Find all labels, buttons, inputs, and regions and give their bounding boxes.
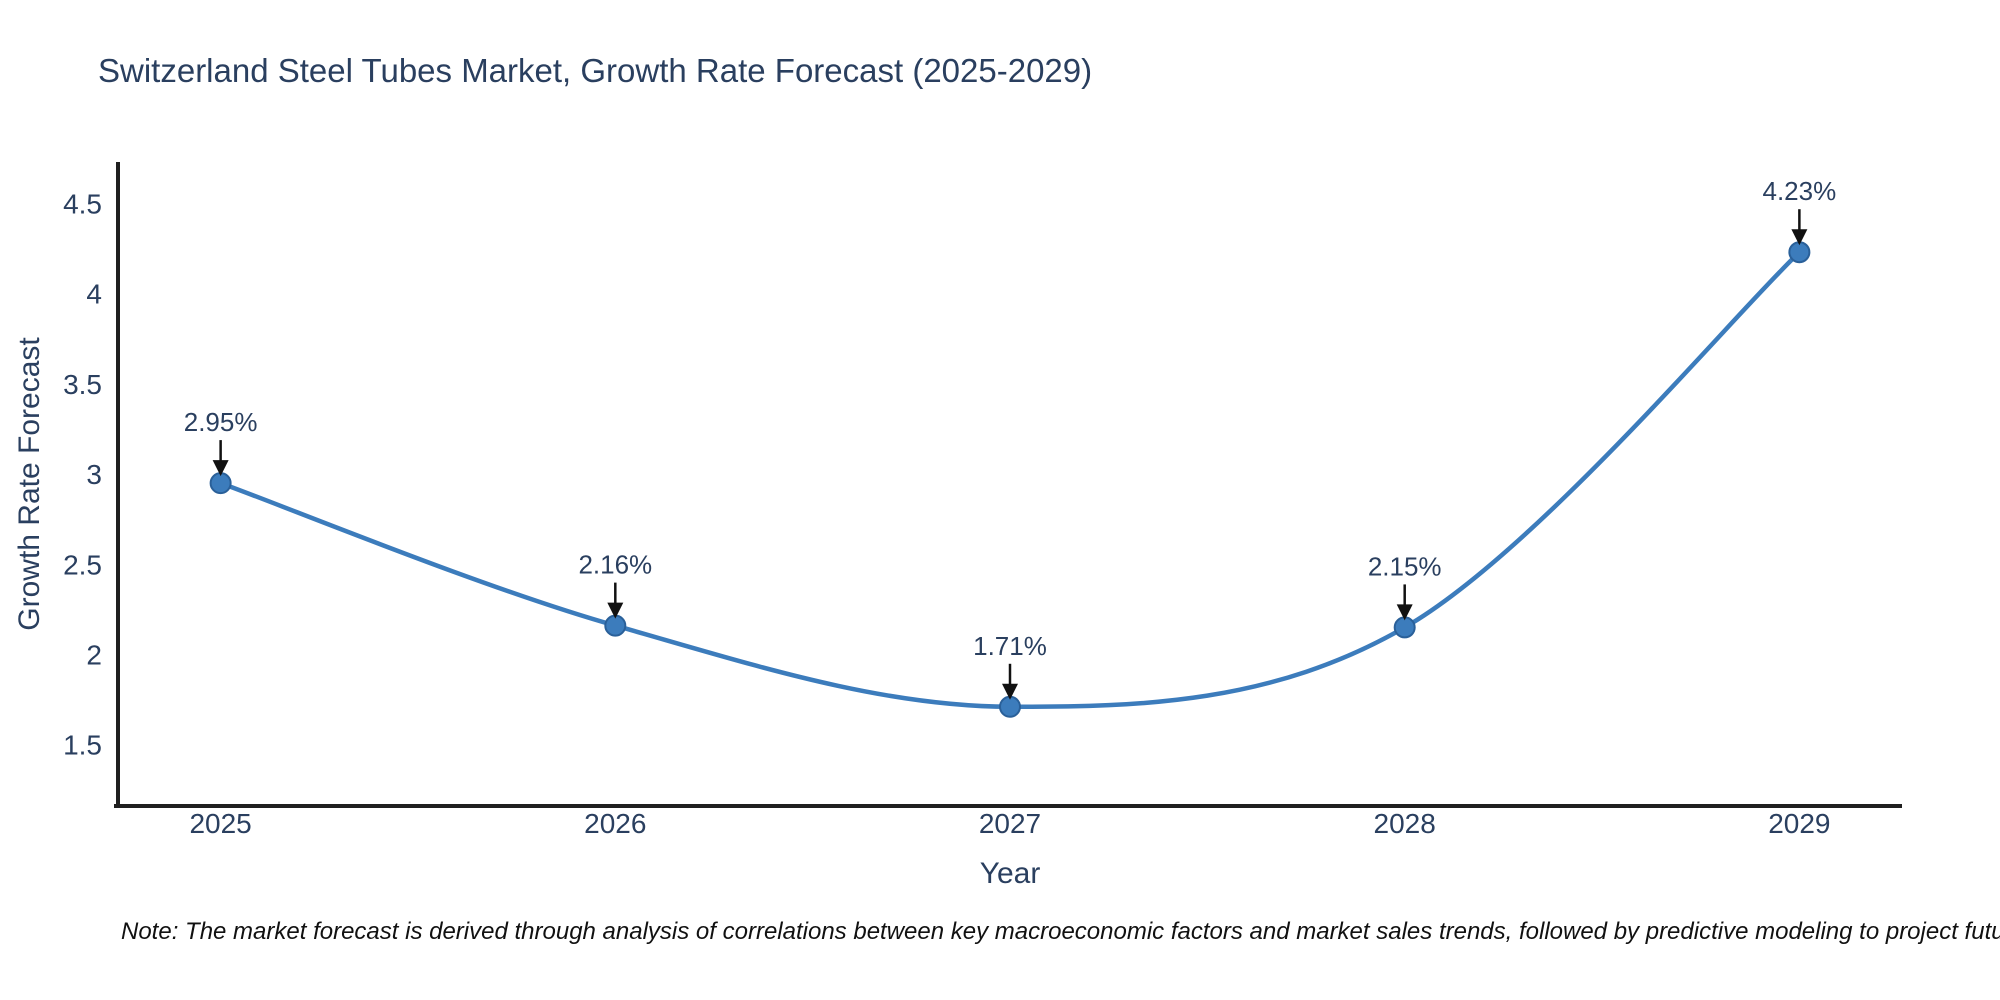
x-tick-label: 2026 [584, 808, 646, 839]
annotation-arrowhead-icon [1002, 683, 1018, 700]
x-axis-title: Year [979, 857, 1041, 890]
x-tick-label: 2028 [1374, 808, 1436, 839]
x-tick-label: 2029 [1768, 808, 1830, 839]
x-tick-label: 2025 [189, 808, 251, 839]
y-tick-label: 2 [86, 639, 102, 670]
annotation-arrowhead-icon [607, 602, 624, 619]
y-tick-label: 3 [86, 459, 102, 490]
y-tick-label: 4 [86, 279, 102, 310]
y-tick-label: 3.5 [63, 369, 102, 400]
annotation-value-label: 1.71% [973, 631, 1047, 661]
annotation-value-label: 2.95% [184, 407, 258, 437]
annotation-arrowhead-icon [212, 460, 229, 477]
y-axis-title: Growth Rate Forecast [13, 337, 46, 631]
y-tick-label: 2.5 [63, 549, 102, 580]
annotation-arrowhead-icon [1791, 229, 1808, 246]
annotation-arrowhead-icon [1396, 604, 1413, 621]
annotation-value-label: 2.16% [578, 550, 652, 580]
y-tick-label: 4.5 [63, 188, 102, 219]
y-tick-label: 1.5 [63, 730, 102, 761]
footnote-text: Note: The market forecast is derived thr… [121, 918, 2000, 945]
annotation-value-label: 4.23% [1763, 176, 1837, 206]
chart-title: Switzerland Steel Tubes Market, Growth R… [98, 52, 1093, 89]
annotation-value-label: 2.15% [1368, 551, 1442, 581]
x-tick-label: 2027 [979, 808, 1041, 839]
